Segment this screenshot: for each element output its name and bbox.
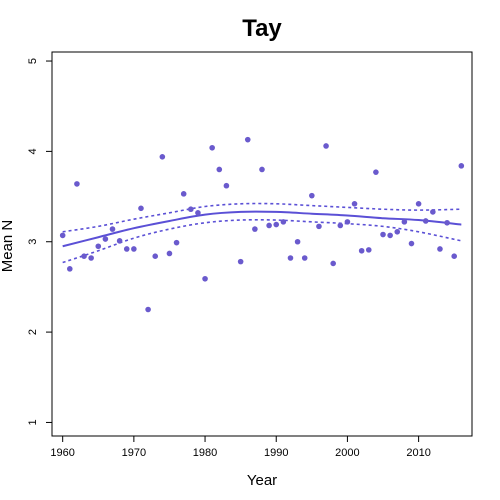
fit-line (62, 210, 462, 248)
data-point (74, 181, 80, 187)
data-point (330, 260, 336, 267)
data-point (280, 219, 287, 225)
data-point (152, 253, 159, 259)
data-point (109, 226, 116, 232)
data-point (323, 143, 329, 149)
data-point (88, 255, 94, 261)
data-point (202, 275, 208, 282)
data-point (415, 200, 422, 207)
data-point (237, 258, 244, 265)
x-tick-label: 1990 (264, 447, 288, 459)
data-point (138, 205, 144, 212)
data-point (373, 169, 379, 175)
data-point (344, 219, 351, 225)
x-axis-label: Year (247, 472, 277, 489)
x-tick-label: 2010 (406, 447, 430, 459)
data-point (223, 182, 230, 189)
data-point (81, 253, 87, 259)
data-point (394, 229, 401, 235)
plot-frame (51, 51, 473, 437)
data-point (116, 238, 123, 244)
data-point (337, 222, 344, 229)
data-point (458, 163, 465, 169)
data-point (380, 231, 386, 238)
data-point (408, 240, 415, 247)
x-tick-label: 1960 (50, 447, 74, 459)
data-point (309, 192, 315, 199)
series-layer (59, 136, 465, 313)
data-point (358, 247, 365, 254)
data-point (66, 266, 73, 272)
data-point (195, 210, 201, 216)
x-tick-label: 1970 (122, 447, 146, 459)
data-point (266, 222, 272, 229)
y-tick-label: 1 (27, 419, 39, 425)
ci-upper-line (62, 202, 462, 233)
axes: 1960 1970 1980 1990 2000 2010 1 2 3 4 5 (27, 58, 431, 459)
data-point (259, 166, 265, 173)
data-point (294, 238, 301, 245)
data-point (131, 246, 137, 252)
data-point (351, 200, 358, 207)
data-point (102, 236, 109, 242)
data-point (166, 250, 173, 257)
data-point (430, 209, 436, 215)
data-point (387, 232, 393, 239)
data-point (159, 154, 166, 160)
data-point (216, 166, 223, 173)
data-point (252, 226, 258, 232)
data-point (365, 247, 372, 253)
x-tick-label: 1980 (193, 447, 217, 459)
y-axis-label: Mean N (0, 220, 16, 273)
data-point (287, 255, 294, 261)
data-point (180, 191, 187, 197)
chart-title: Tay (242, 15, 282, 42)
data-point (188, 206, 194, 213)
data-point (273, 221, 280, 228)
data-point (209, 144, 215, 151)
data-point (444, 219, 450, 226)
data-point (123, 246, 130, 252)
y-tick-label: 4 (27, 148, 39, 154)
y-tick-label: 3 (27, 239, 39, 245)
y-tick-label: 5 (27, 58, 39, 64)
data-point (437, 246, 443, 252)
data-point (145, 306, 151, 313)
data-point (244, 136, 251, 143)
data-point (401, 219, 408, 225)
data-point (451, 253, 458, 259)
ci-lower-line (62, 218, 462, 264)
data-point (422, 218, 429, 224)
data-point (316, 223, 322, 230)
data-point (95, 243, 102, 250)
data-point (301, 255, 308, 261)
y-tick-label: 2 (27, 329, 39, 335)
x-tick-label: 2000 (335, 447, 359, 459)
data-point (173, 239, 180, 246)
data-point (59, 232, 66, 239)
